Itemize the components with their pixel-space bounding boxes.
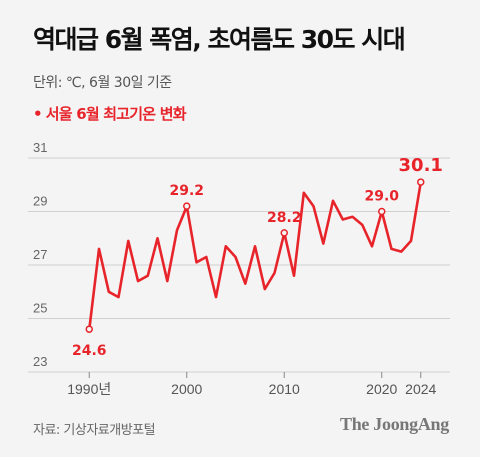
- data-point-marker: [378, 207, 386, 216]
- legend-label: 서울 6월 최고기온 변화: [45, 105, 187, 123]
- source-note: 자료: 기상자료개방포털: [33, 423, 156, 438]
- data-label: 29.0: [364, 189, 399, 205]
- data-point-marker: [280, 229, 288, 237]
- data-point-marker: [85, 325, 93, 333]
- brand-logo: The JoongAng: [340, 414, 449, 434]
- y-tick-label: 29: [33, 194, 47, 209]
- unit-note: 단위: ℃, 6월 30일 기준: [33, 75, 172, 91]
- x-tick-label: 2000: [171, 381, 202, 397]
- y-tick-label: 23: [33, 354, 47, 369]
- y-tick-label: 25: [33, 301, 47, 316]
- data-point-marker: [183, 202, 191, 210]
- y-tick-label: 31: [33, 140, 47, 155]
- x-tick-label: 1990년: [67, 381, 111, 397]
- y-tick-label: 27: [33, 247, 47, 262]
- legend: • 서울 6월 최고기온 변화: [33, 103, 187, 124]
- chart-title: 역대급 6월 폭염, 초여름도 30도 시대: [33, 25, 406, 54]
- data-label: 30.1: [399, 155, 443, 176]
- data-label: 29.2: [169, 183, 204, 199]
- x-tick-label: 2020: [366, 381, 397, 397]
- x-tick-label: 2010: [269, 381, 300, 397]
- x-tick-label: 2024: [405, 381, 436, 397]
- legend-bullet-icon: •: [33, 105, 43, 123]
- data-point-marker: [417, 178, 425, 186]
- data-label: 24.6: [72, 343, 107, 359]
- series-line: [88, 180, 423, 331]
- data-label: 28.2: [267, 210, 302, 226]
